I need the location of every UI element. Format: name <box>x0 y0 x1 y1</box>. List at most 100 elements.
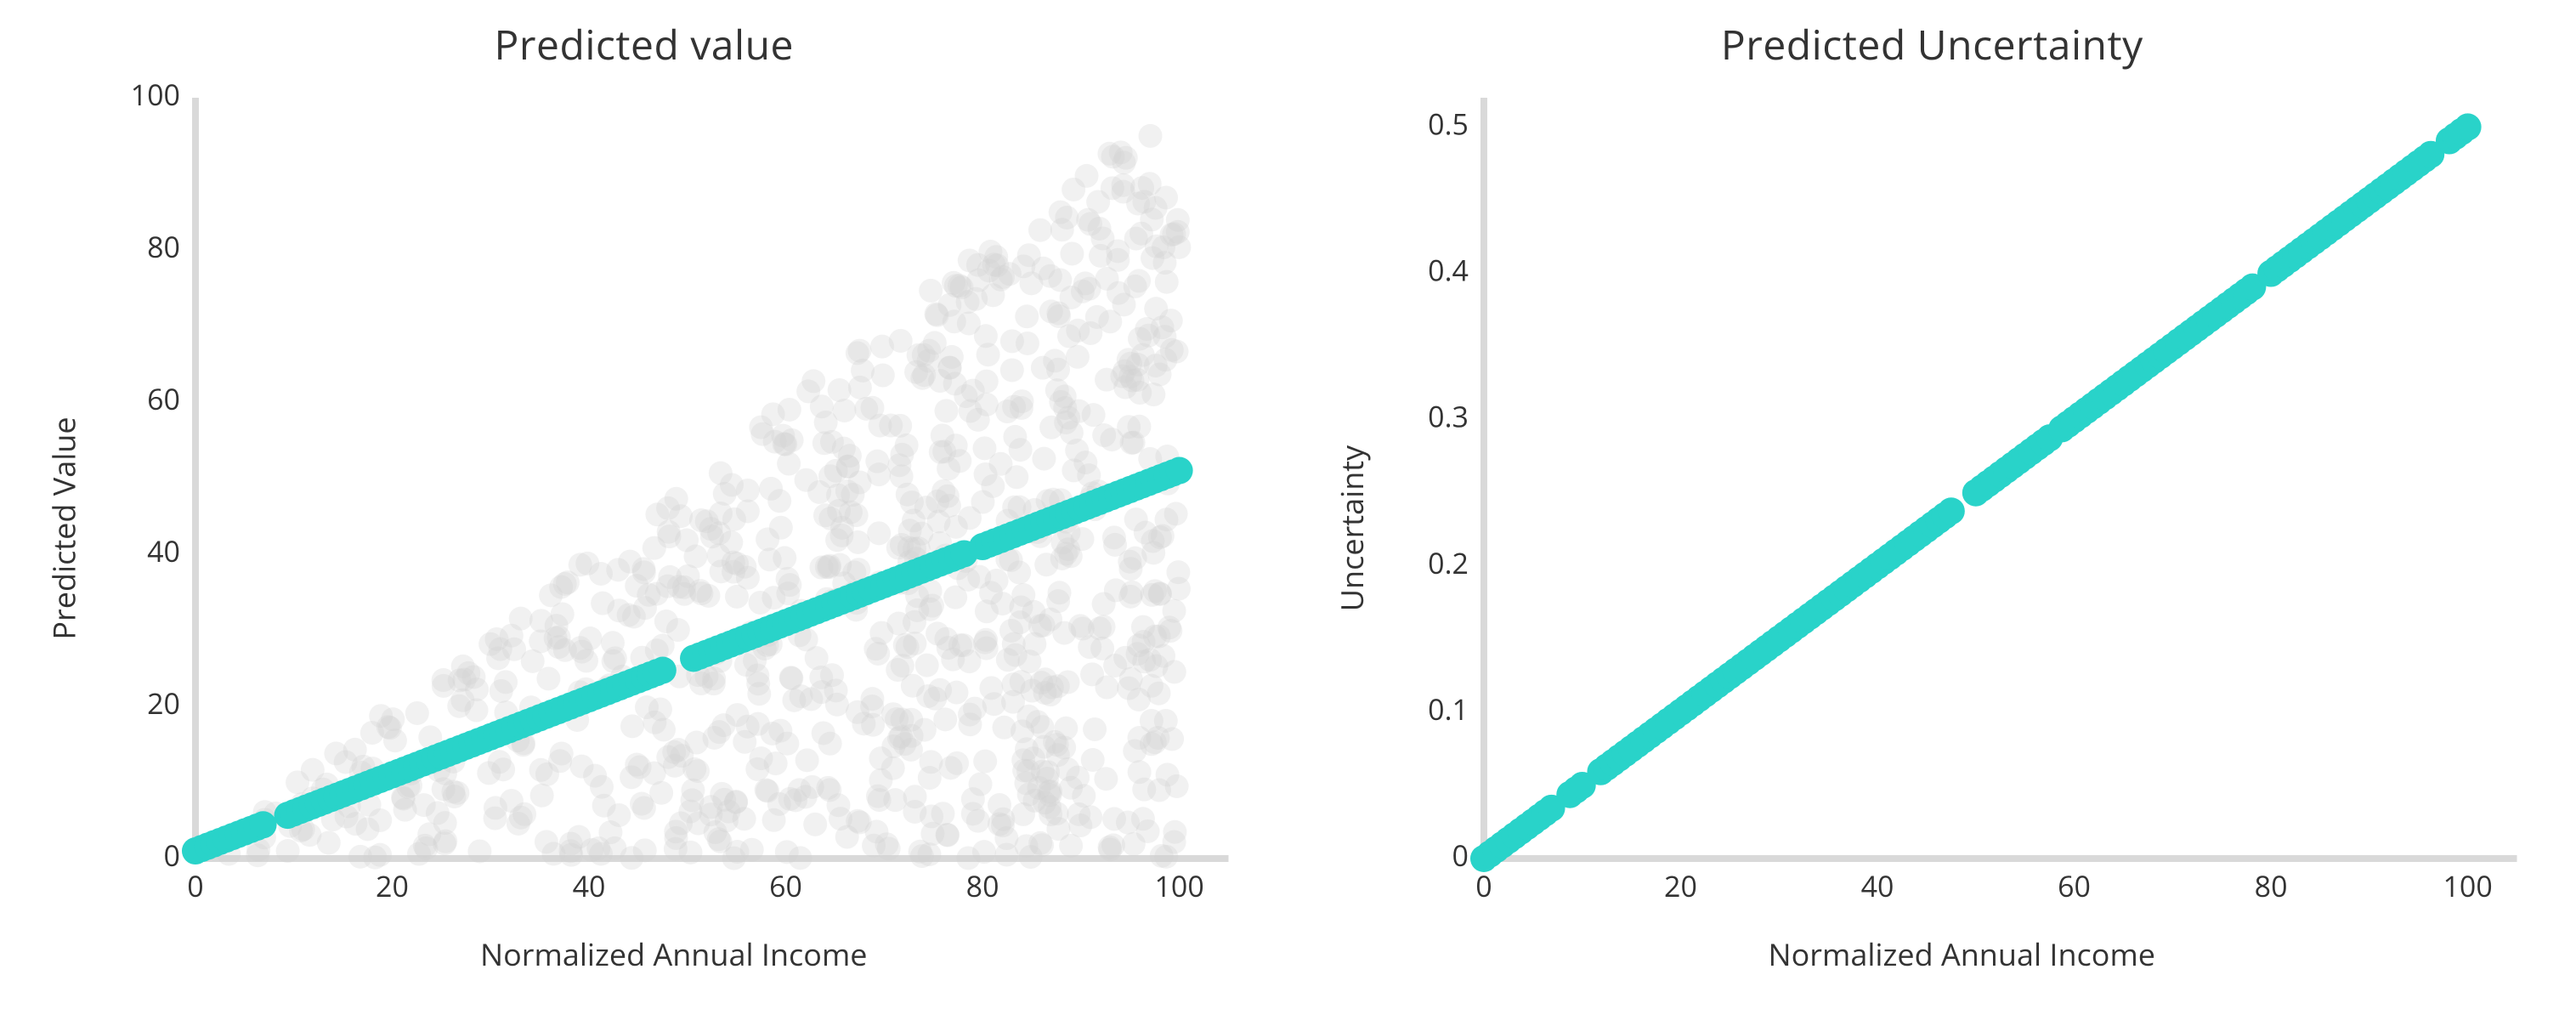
scatter-dot <box>720 473 744 496</box>
scatter-dot <box>1128 381 1152 405</box>
panel-predicted-uncertainty: Predicted Uncertainty Uncertainty 00.10.… <box>1288 0 2576 1009</box>
ylabel-wrap: Predicted Value <box>34 81 93 975</box>
line-dot <box>2454 113 2481 140</box>
y-tick-label: 40 <box>147 531 180 570</box>
scatter-dot <box>1104 578 1128 602</box>
scatter-dot <box>1032 447 1056 471</box>
scatter-dot <box>1102 525 1126 549</box>
scatter-dot <box>662 740 686 764</box>
scatter-dot <box>824 678 848 702</box>
scatter-dot <box>1012 759 1036 783</box>
scatter-dot <box>1119 667 1143 691</box>
scatter-dot <box>1048 581 1072 604</box>
scatter-dot <box>875 832 898 856</box>
scatter-dot <box>937 494 961 518</box>
scatter-dot <box>944 515 968 539</box>
ylabel-wrap: Uncertainty <box>1322 81 1382 975</box>
scatter-dot <box>1046 817 1070 841</box>
scatter-dot <box>945 751 969 775</box>
plot-svg: 020406080100020406080100 <box>93 81 1254 927</box>
scatter-dot <box>1086 190 1110 213</box>
scatter-dot <box>975 393 999 417</box>
scatter-dot <box>490 679 513 703</box>
scatter-dot <box>707 720 731 744</box>
scatter-dot <box>779 666 803 689</box>
scatter-dot <box>954 384 977 408</box>
scatter-dot <box>276 839 300 863</box>
scatter-dot <box>933 707 957 731</box>
scatter-dot <box>1097 142 1121 166</box>
scatter-dot <box>767 489 791 513</box>
scatter-dot <box>1126 642 1150 666</box>
scatter-dot <box>1011 802 1035 826</box>
scatter-dot <box>700 524 724 548</box>
scatter-dot <box>1116 811 1140 835</box>
scatter-dot <box>601 631 625 655</box>
scatter-dot <box>603 836 626 860</box>
scatter-dot <box>535 762 559 786</box>
scatter-dot <box>1163 660 1186 683</box>
scatter-dot <box>1092 615 1116 638</box>
plot-wrap: Predicted Value 020406080100020406080100… <box>34 81 1254 975</box>
scatter-dot <box>935 399 959 422</box>
scatter-dot <box>1036 760 1060 784</box>
scatter-dot <box>775 732 799 756</box>
scatter-dot <box>1166 208 1190 232</box>
scatter-dot <box>1120 431 1144 455</box>
scatter-dot <box>1126 192 1150 216</box>
scatter-dot <box>1028 218 1052 242</box>
plot-and-x: 00.10.20.30.40.5020406080100 Normalized … <box>1382 81 2543 975</box>
scatter-dot <box>689 672 713 695</box>
plot-and-x: 020406080100020406080100 Normalized Annu… <box>93 81 1254 975</box>
panel-title: Predicted value <box>495 17 794 72</box>
line-dot <box>250 811 277 838</box>
scatter-dot <box>848 339 872 363</box>
scatter-dot <box>433 831 456 855</box>
scatter-dot <box>682 757 706 781</box>
scatter-dot <box>926 621 949 645</box>
scatter-dot <box>775 840 799 864</box>
line-dot <box>649 656 677 683</box>
scatter-dot <box>907 343 931 367</box>
scatter-dot <box>643 711 666 734</box>
scatter-dot <box>973 750 997 774</box>
scatter-dot <box>1062 178 1085 201</box>
scatter-dot <box>1159 309 1183 332</box>
scatter-dot <box>1015 834 1039 858</box>
scatter-dot <box>1016 332 1039 355</box>
scatter-dot <box>919 279 943 303</box>
scatter-dot <box>967 565 991 589</box>
scatter-dot <box>685 731 709 755</box>
scatter-dot <box>734 653 758 677</box>
scatter-dot <box>334 750 358 774</box>
scatter-dot <box>1118 557 1142 581</box>
scatter-dot <box>871 364 895 388</box>
plot-area: 00.10.20.30.40.5020406080100 <box>1382 81 2543 927</box>
scatter-dot <box>803 813 827 836</box>
scatter-dot <box>432 777 456 801</box>
x-tick-label: 80 <box>966 866 999 905</box>
panel-title: Predicted Uncertainty <box>1721 17 2143 72</box>
scatter-dot <box>985 253 1009 277</box>
scatter-dot <box>777 452 801 476</box>
y-tick-label: 60 <box>147 379 180 418</box>
x-tick-label: 40 <box>573 866 606 905</box>
y-tick-label: 0.5 <box>1428 105 1469 144</box>
y-tick-label: 0 <box>164 836 180 875</box>
scatter-dot <box>1101 833 1125 857</box>
scatter-dot <box>1160 727 1184 751</box>
scatter-dot <box>1066 345 1090 369</box>
scatter-dot <box>643 536 666 560</box>
line-series-group <box>1469 113 2481 872</box>
scatter-dot <box>654 609 678 633</box>
scatter-dot <box>749 416 773 439</box>
scatter-dot <box>383 728 407 752</box>
scatter-dot <box>943 586 967 609</box>
scatter-dot <box>920 594 944 618</box>
scatter-dot <box>1080 662 1104 686</box>
scatter-dot <box>991 813 1015 837</box>
scatter-dot <box>558 839 582 863</box>
scatter-dot <box>1124 227 1148 251</box>
scatter-dot <box>1054 411 1078 434</box>
scatter-dot <box>630 792 654 816</box>
